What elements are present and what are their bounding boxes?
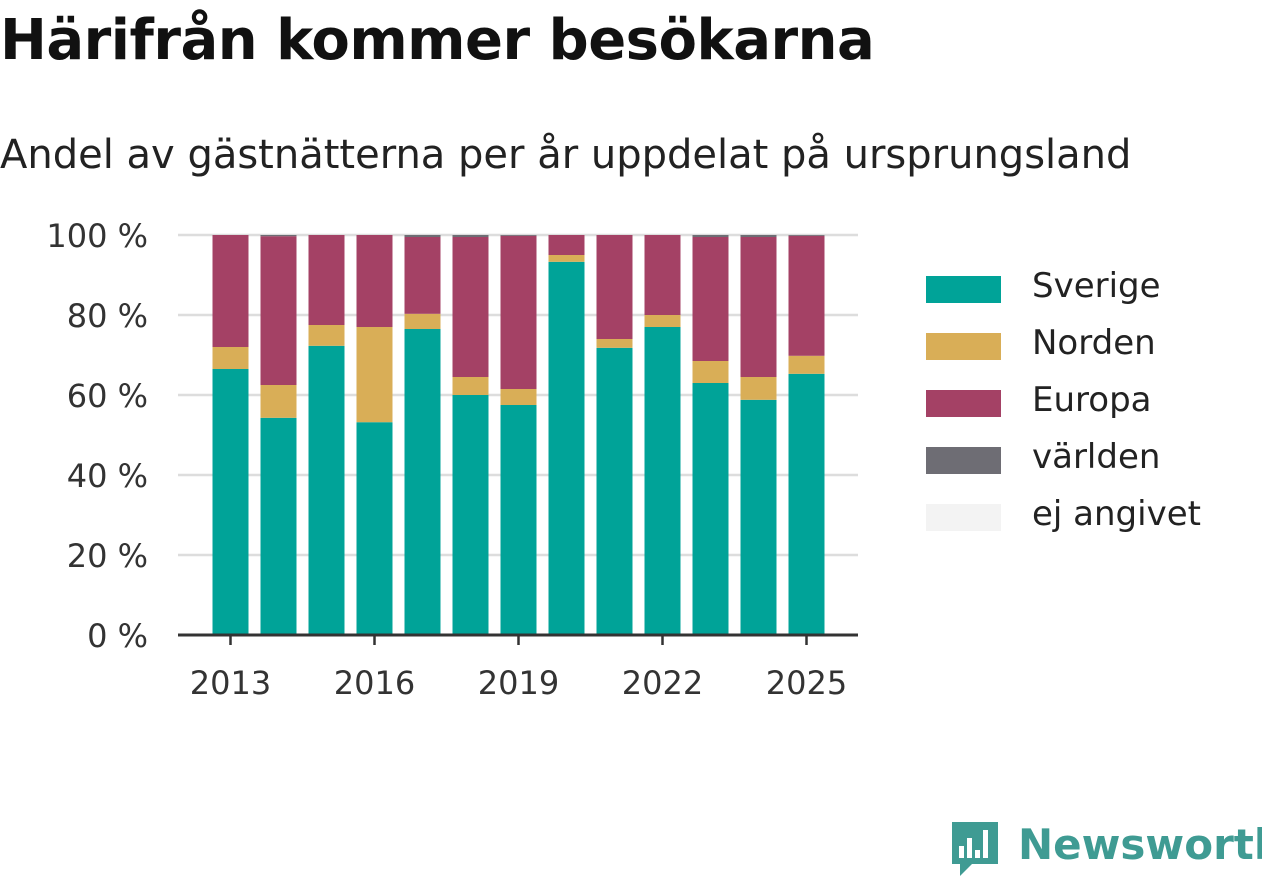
x-tick-label-2022: 2022 (622, 664, 703, 700)
legend-swatch-norden (926, 333, 1001, 360)
bar-2017-Norden (404, 313, 441, 329)
bar-2023-Norden (692, 361, 729, 383)
bar-2018-Norden (452, 377, 489, 395)
legend-swatch-sverige (926, 276, 1001, 303)
bar-2024-Europa (740, 237, 777, 377)
bar-2025-världen (788, 235, 825, 236)
bar-2014-världen (260, 235, 297, 237)
stacked-bar-chart: 0 % 20 % 40 % 60 % 80 % 100 % 2013 2016 2019 2022… (46, 217, 858, 700)
legend-swatch-europa (926, 390, 1001, 417)
bar-2014-Sverige (260, 417, 297, 635)
bar-2016-Europa (356, 235, 393, 327)
legend-label-ej-angivet: ej angivet (1032, 494, 1201, 534)
bar-2024-Norden (740, 377, 777, 400)
bar-2025-Norden (788, 355, 825, 374)
legend-label-sverige: Sverige (1032, 266, 1161, 306)
bar-2018-Europa (452, 237, 489, 377)
bar-2019-Europa (500, 235, 537, 389)
bars (212, 235, 825, 635)
bar-2013-Sverige (212, 369, 249, 635)
bar-2019-Norden (500, 389, 537, 405)
bar-2016-Norden (356, 327, 393, 423)
bar-2018-Sverige (452, 395, 489, 635)
y-tick-label-40: 40 % (67, 457, 148, 495)
bar-2015-Europa (308, 235, 345, 325)
bar-2013-Norden (212, 347, 249, 369)
bar-2020-Europa (548, 235, 585, 255)
bar-2023-världen (692, 235, 729, 237)
bar-2022-Sverige (644, 327, 681, 635)
y-tick-label-20: 20 % (67, 537, 148, 575)
chart-subtitle: Andel av gästnätterna per år uppdelat på… (0, 132, 1132, 178)
bar-2021-Norden (596, 339, 633, 348)
bar-2016-Sverige (356, 422, 393, 635)
y-tick-label-100: 100 % (46, 217, 148, 255)
bar-2023-Sverige (692, 383, 729, 635)
bar-2024-Sverige (740, 399, 777, 635)
bar-2024-världen (740, 235, 777, 237)
bar-2017-Europa (404, 237, 441, 314)
y-tick-label-60: 60 % (67, 377, 148, 415)
bar-2023-Europa (692, 237, 729, 361)
x-tick-label-2019: 2019 (478, 664, 559, 700)
newsworthy-logo-icon (952, 822, 998, 876)
bar-2017-Sverige (404, 329, 441, 635)
x-tick-label-2016: 2016 (334, 664, 415, 700)
bar-2014-Europa (260, 236, 297, 385)
legend-swatch-ej-angivet (926, 504, 1001, 531)
chart-title: Härifrån kommer besökarna (0, 8, 875, 73)
bar-2019-Sverige (500, 405, 537, 635)
bar-2021-Europa (596, 235, 633, 339)
bar-2017-världen (404, 235, 441, 237)
y-tick-label-80: 80 % (67, 297, 148, 335)
brand-name: Newsworthy (1018, 820, 1262, 869)
bar-2020-Norden (548, 255, 585, 262)
bar-2021-Sverige (596, 347, 633, 635)
bar-2025-Sverige (788, 373, 825, 635)
bar-2013-Europa (212, 235, 249, 347)
bar-2018-världen (452, 235, 489, 237)
bar-2014-Norden (260, 385, 297, 418)
bar-2022-Europa (644, 235, 681, 315)
axes: 0 % 20 % 40 % 60 % 80 % 100 % 2013 2016 2019 2022… (46, 217, 858, 700)
legend-label-europa: Europa (1032, 380, 1152, 420)
legend-label-norden: Norden (1032, 323, 1156, 363)
bar-2022-Norden (644, 315, 681, 327)
legend-swatch-varlden (926, 447, 1001, 474)
x-tick-label-2025: 2025 (766, 664, 847, 700)
bar-2025-Europa (788, 235, 825, 356)
bar-2015-Norden (308, 325, 345, 346)
x-tick-label-2013: 2013 (190, 664, 271, 700)
bar-2015-Sverige (308, 345, 345, 635)
legend-label-varlden: världen (1032, 437, 1161, 477)
bar-2020-Sverige (548, 261, 585, 635)
y-tick-label-0: 0 % (87, 617, 148, 655)
bar-2019-världen (500, 235, 537, 236)
